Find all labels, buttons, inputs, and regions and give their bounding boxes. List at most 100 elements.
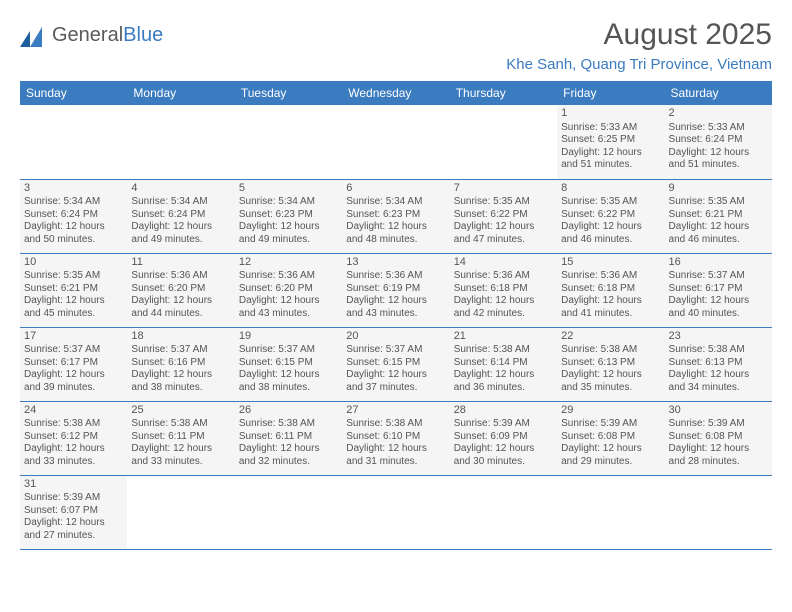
day-info: Sunrise: 5:39 AMSunset: 6:07 PMDaylight:… (24, 492, 123, 542)
day-info: Sunrise: 5:38 AMSunset: 6:10 PMDaylight:… (346, 418, 445, 468)
sunset-line: Sunset: 6:12 PM (24, 431, 123, 444)
sunset-line: Sunset: 6:14 PM (454, 357, 553, 370)
daylight-line: Daylight: 12 hours and 47 minutes. (454, 221, 553, 246)
day-number: 14 (454, 256, 553, 270)
day-info: Sunrise: 5:37 AMSunset: 6:15 PMDaylight:… (239, 344, 338, 394)
sunset-line: Sunset: 6:15 PM (239, 357, 338, 370)
daylight-line: Daylight: 12 hours and 35 minutes. (561, 369, 660, 394)
daylight-line: Daylight: 12 hours and 37 minutes. (346, 369, 445, 394)
day-number: 22 (561, 330, 660, 344)
calendar-day-cell: 1Sunrise: 5:33 AMSunset: 6:25 PMDaylight… (557, 105, 664, 179)
calendar-row: 3Sunrise: 5:34 AMSunset: 6:24 PMDaylight… (20, 179, 772, 253)
day-number: 29 (561, 404, 660, 418)
calendar-day-cell: 13Sunrise: 5:36 AMSunset: 6:19 PMDayligh… (342, 253, 449, 327)
day-number: 5 (239, 182, 338, 196)
calendar-day-cell: 31Sunrise: 5:39 AMSunset: 6:07 PMDayligh… (20, 475, 127, 549)
sunset-line: Sunset: 6:09 PM (454, 431, 553, 444)
calendar-day-cell: 6Sunrise: 5:34 AMSunset: 6:23 PMDaylight… (342, 179, 449, 253)
weekday-header: Sunday (20, 81, 127, 105)
sunset-line: Sunset: 6:24 PM (131, 209, 230, 222)
day-info: Sunrise: 5:36 AMSunset: 6:18 PMDaylight:… (561, 270, 660, 320)
calendar-empty-cell (20, 105, 127, 179)
calendar-day-cell: 7Sunrise: 5:35 AMSunset: 6:22 PMDaylight… (450, 179, 557, 253)
day-info: Sunrise: 5:38 AMSunset: 6:11 PMDaylight:… (239, 418, 338, 468)
sunset-line: Sunset: 6:07 PM (24, 505, 123, 518)
sunrise-line: Sunrise: 5:34 AM (24, 196, 123, 209)
calendar-day-cell: 11Sunrise: 5:36 AMSunset: 6:20 PMDayligh… (127, 253, 234, 327)
day-number: 12 (239, 256, 338, 270)
daylight-line: Daylight: 12 hours and 48 minutes. (346, 221, 445, 246)
day-number: 28 (454, 404, 553, 418)
daylight-line: Daylight: 12 hours and 27 minutes. (24, 517, 123, 542)
sunset-line: Sunset: 6:20 PM (239, 283, 338, 296)
daylight-line: Daylight: 12 hours and 38 minutes. (131, 369, 230, 394)
sunrise-line: Sunrise: 5:35 AM (669, 196, 768, 209)
calendar-day-cell: 29Sunrise: 5:39 AMSunset: 6:08 PMDayligh… (557, 401, 664, 475)
sunrise-line: Sunrise: 5:38 AM (239, 418, 338, 431)
calendar-body: 1Sunrise: 5:33 AMSunset: 6:25 PMDaylight… (20, 105, 772, 549)
calendar-day-cell: 17Sunrise: 5:37 AMSunset: 6:17 PMDayligh… (20, 327, 127, 401)
day-info: Sunrise: 5:38 AMSunset: 6:13 PMDaylight:… (561, 344, 660, 394)
day-info: Sunrise: 5:38 AMSunset: 6:13 PMDaylight:… (669, 344, 768, 394)
daylight-line: Daylight: 12 hours and 36 minutes. (454, 369, 553, 394)
day-number: 1 (561, 107, 660, 121)
daylight-line: Daylight: 12 hours and 33 minutes. (24, 443, 123, 468)
sunset-line: Sunset: 6:15 PM (346, 357, 445, 370)
sunrise-line: Sunrise: 5:36 AM (239, 270, 338, 283)
sunset-line: Sunset: 6:18 PM (561, 283, 660, 296)
calendar-day-cell: 15Sunrise: 5:36 AMSunset: 6:18 PMDayligh… (557, 253, 664, 327)
sunrise-line: Sunrise: 5:37 AM (669, 270, 768, 283)
sunrise-line: Sunrise: 5:34 AM (131, 196, 230, 209)
calendar-empty-cell (342, 475, 449, 549)
sunrise-line: Sunrise: 5:39 AM (561, 418, 660, 431)
daylight-line: Daylight: 12 hours and 51 minutes. (561, 147, 660, 172)
sunset-line: Sunset: 6:22 PM (454, 209, 553, 222)
daylight-line: Daylight: 12 hours and 43 minutes. (239, 295, 338, 320)
daylight-line: Daylight: 12 hours and 28 minutes. (669, 443, 768, 468)
daylight-line: Daylight: 12 hours and 51 minutes. (669, 147, 768, 172)
day-number: 20 (346, 330, 445, 344)
day-info: Sunrise: 5:34 AMSunset: 6:23 PMDaylight:… (346, 196, 445, 246)
calendar-day-cell: 22Sunrise: 5:38 AMSunset: 6:13 PMDayligh… (557, 327, 664, 401)
calendar-row: 10Sunrise: 5:35 AMSunset: 6:21 PMDayligh… (20, 253, 772, 327)
weekday-header: Friday (557, 81, 664, 105)
day-number: 8 (561, 182, 660, 196)
day-info: Sunrise: 5:39 AMSunset: 6:09 PMDaylight:… (454, 418, 553, 468)
calendar-day-cell: 27Sunrise: 5:38 AMSunset: 6:10 PMDayligh… (342, 401, 449, 475)
daylight-line: Daylight: 12 hours and 42 minutes. (454, 295, 553, 320)
day-info: Sunrise: 5:37 AMSunset: 6:17 PMDaylight:… (24, 344, 123, 394)
weekday-header: Thursday (450, 81, 557, 105)
calendar-day-cell: 25Sunrise: 5:38 AMSunset: 6:11 PMDayligh… (127, 401, 234, 475)
day-number: 30 (669, 404, 768, 418)
daylight-line: Daylight: 12 hours and 32 minutes. (239, 443, 338, 468)
daylight-line: Daylight: 12 hours and 30 minutes. (454, 443, 553, 468)
day-info: Sunrise: 5:34 AMSunset: 6:23 PMDaylight:… (239, 196, 338, 246)
sunrise-line: Sunrise: 5:38 AM (561, 344, 660, 357)
day-number: 27 (346, 404, 445, 418)
calendar-table: SundayMondayTuesdayWednesdayThursdayFrid… (20, 81, 772, 550)
weekday-header: Monday (127, 81, 234, 105)
sunset-line: Sunset: 6:21 PM (669, 209, 768, 222)
calendar-day-cell: 18Sunrise: 5:37 AMSunset: 6:16 PMDayligh… (127, 327, 234, 401)
sunset-line: Sunset: 6:23 PM (239, 209, 338, 222)
daylight-line: Daylight: 12 hours and 44 minutes. (131, 295, 230, 320)
day-number: 6 (346, 182, 445, 196)
daylight-line: Daylight: 12 hours and 49 minutes. (131, 221, 230, 246)
calendar-day-cell: 30Sunrise: 5:39 AMSunset: 6:08 PMDayligh… (665, 401, 772, 475)
sunrise-line: Sunrise: 5:33 AM (669, 122, 768, 135)
sunset-line: Sunset: 6:18 PM (454, 283, 553, 296)
calendar-empty-cell (557, 475, 664, 549)
calendar-day-cell: 24Sunrise: 5:38 AMSunset: 6:12 PMDayligh… (20, 401, 127, 475)
daylight-line: Daylight: 12 hours and 43 minutes. (346, 295, 445, 320)
daylight-line: Daylight: 12 hours and 49 minutes. (239, 221, 338, 246)
sunset-line: Sunset: 6:22 PM (561, 209, 660, 222)
calendar-empty-cell (450, 475, 557, 549)
sunset-line: Sunset: 6:10 PM (346, 431, 445, 444)
calendar-day-cell: 5Sunrise: 5:34 AMSunset: 6:23 PMDaylight… (235, 179, 342, 253)
calendar-day-cell: 26Sunrise: 5:38 AMSunset: 6:11 PMDayligh… (235, 401, 342, 475)
weekday-header: Saturday (665, 81, 772, 105)
day-info: Sunrise: 5:37 AMSunset: 6:17 PMDaylight:… (669, 270, 768, 320)
calendar-empty-cell (450, 105, 557, 179)
daylight-line: Daylight: 12 hours and 46 minutes. (669, 221, 768, 246)
daylight-line: Daylight: 12 hours and 31 minutes. (346, 443, 445, 468)
